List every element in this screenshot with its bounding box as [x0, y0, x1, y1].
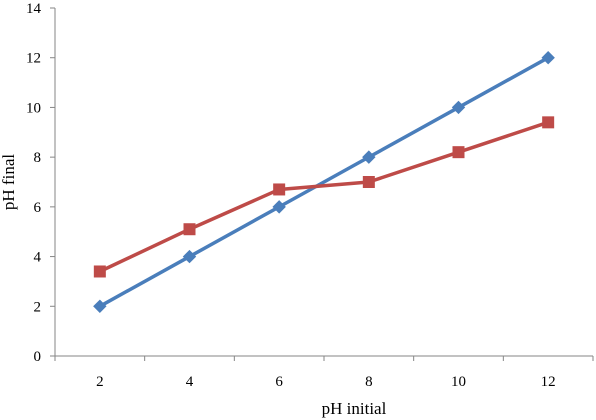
- data-point-marker: [93, 265, 106, 278]
- data-point-marker: [451, 100, 466, 115]
- data-point-marker: [541, 51, 555, 65]
- series-2-line: [99, 120, 549, 274]
- y-tick-label: 2: [34, 299, 42, 315]
- data-point-marker: [93, 299, 107, 313]
- series-2: [93, 116, 555, 278]
- y-tick-label: 6: [34, 200, 42, 216]
- series-1-line: [98, 56, 550, 308]
- tick-labels: 0 2 4 6 8 10 12 14 2 4 6 8 10 12: [26, 1, 556, 390]
- y-tick-label: 4: [34, 250, 42, 266]
- y-tick-label: 8: [34, 150, 42, 166]
- y-tick-label: 10: [26, 100, 41, 116]
- x-tick-label: 12: [541, 374, 556, 390]
- x-axis-label: pH initial: [322, 399, 387, 418]
- y-axis-label: pH final: [0, 154, 18, 210]
- x-tick-label: 10: [451, 374, 466, 390]
- data-point-marker: [182, 249, 197, 264]
- data-point-marker: [362, 150, 376, 164]
- y-tick-label: 14: [26, 1, 42, 17]
- data-point-marker: [273, 183, 286, 196]
- x-tick-label: 2: [96, 374, 104, 390]
- x-tick-label: 8: [365, 374, 373, 390]
- y-tick-label: 0: [34, 349, 42, 365]
- data-point-marker: [362, 176, 375, 188]
- series-1: [93, 51, 555, 313]
- data-point-marker: [183, 223, 196, 236]
- axes: [50, 7, 594, 361]
- data-point-marker: [542, 116, 555, 129]
- x-tick-label: 4: [186, 374, 194, 390]
- x-tick-label: 6: [275, 374, 283, 390]
- y-tick-label: 12: [26, 51, 41, 67]
- series-layer: [93, 51, 555, 313]
- data-point-marker: [452, 146, 465, 159]
- data-point-marker: [272, 200, 286, 214]
